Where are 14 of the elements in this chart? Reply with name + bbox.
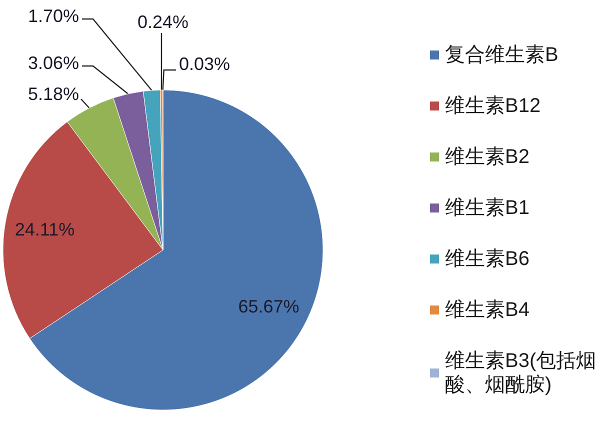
data-label: 65.67% xyxy=(238,296,300,317)
legend-label: 维生素B12 xyxy=(445,95,541,117)
legend-label: 维生素B2 xyxy=(445,146,530,168)
legend-label: 复合维生素B xyxy=(445,44,558,66)
data-label: 5.18% xyxy=(28,84,80,104)
legend-label: 维生素B6 xyxy=(445,248,530,270)
legend-label: 维生素B1 xyxy=(445,197,530,219)
data-label: 24.11% xyxy=(14,219,75,240)
legend-label: 维生素B4 xyxy=(445,299,530,321)
data-label: 0.03% xyxy=(179,54,230,74)
legend-label: 维生素B3(包括烟酸、烟酰胺) xyxy=(445,350,596,396)
data-label: 3.06% xyxy=(28,53,80,73)
data-label: 0.24% xyxy=(137,12,189,32)
data-label: 1.70% xyxy=(28,6,80,26)
